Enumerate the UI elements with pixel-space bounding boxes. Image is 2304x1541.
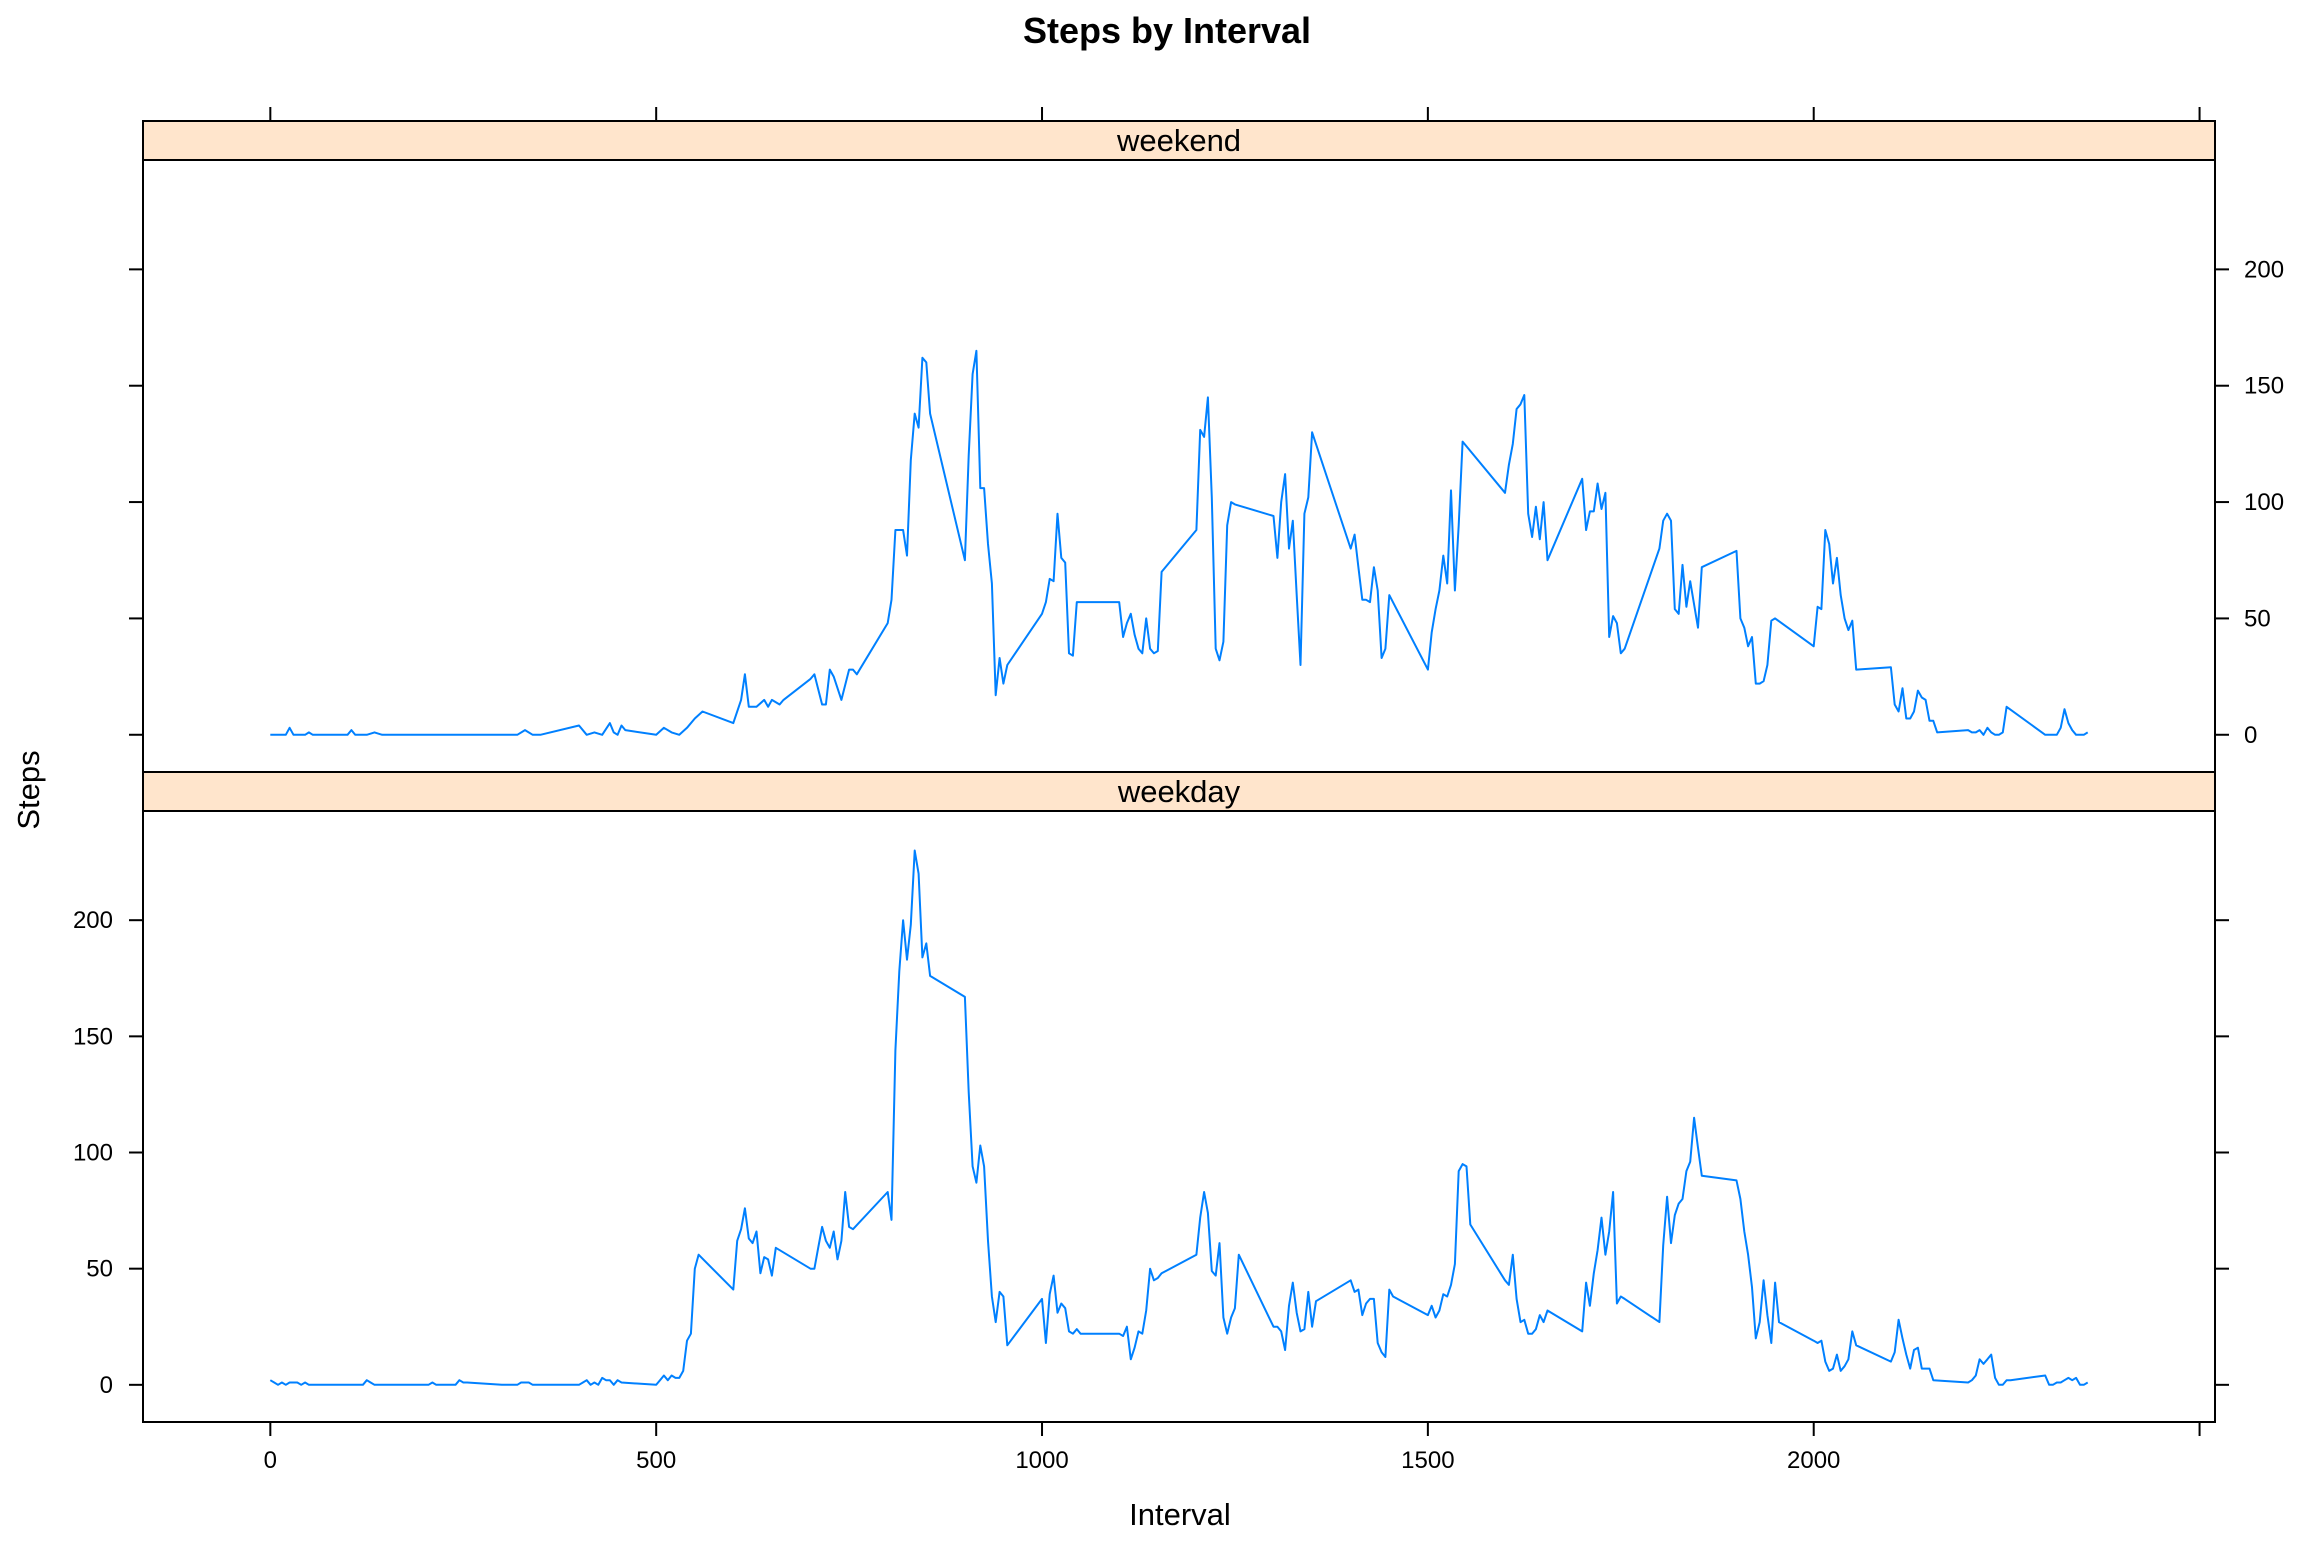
chart-title: Steps by Interval	[1023, 10, 1311, 51]
x-axis-title: Interval	[1129, 1497, 1231, 1532]
panel-weekend: weekend 0 50 100 150 200	[129, 107, 2284, 773]
x-tick-label-1500: 1500	[1401, 1447, 1454, 1474]
y-tick-label-weekday-100: 100	[73, 1140, 113, 1167]
panel-frame-weekend	[142, 159, 2216, 773]
series-line-weekday	[269, 849, 2089, 1386]
y-tick-label-weekday-150: 150	[73, 1023, 113, 1050]
y-axis-title: Steps	[11, 750, 46, 829]
x-tick-label-2000: 2000	[1787, 1447, 1840, 1474]
strip-label-weekend: weekend	[1116, 123, 1241, 158]
y-tick-label-weekday-50: 50	[86, 1256, 113, 1283]
x-tick-label-500: 500	[636, 1447, 676, 1474]
y-tick-label-weekend-50: 50	[2244, 605, 2271, 632]
series-line-weekend	[270, 349, 2089, 736]
y-tick-label-weekday-200: 200	[73, 907, 113, 934]
y-tick-label-weekend-200: 200	[2244, 256, 2284, 283]
y-tick-label-weekend-150: 150	[2244, 373, 2284, 400]
x-tick-label-0: 0	[264, 1447, 277, 1474]
y-tick-label-weekend-0: 0	[2244, 722, 2257, 749]
panel-frame-weekday	[142, 810, 2216, 1423]
strip-weekend	[142, 120, 2216, 161]
strip-label-weekday: weekday	[1117, 774, 1241, 809]
y-tick-label-weekday-0: 0	[100, 1372, 113, 1399]
y-tick-label-weekend-100: 100	[2244, 489, 2284, 516]
x-tick-label-1000: 1000	[1015, 1447, 1068, 1474]
